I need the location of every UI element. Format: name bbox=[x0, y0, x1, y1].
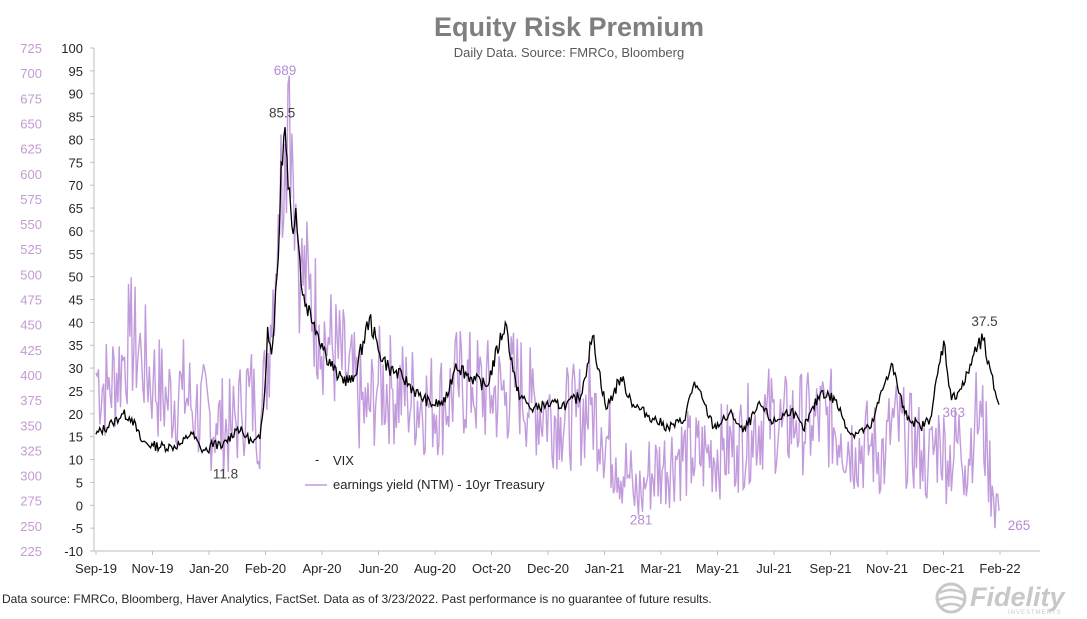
footer-note: Data source: FMRCo, Bloomberg, Haver Ana… bbox=[2, 592, 712, 606]
y-right-tick-label: 100 bbox=[61, 41, 83, 56]
y-right-tick-label: 50 bbox=[69, 270, 83, 285]
y-left-tick-label: 700 bbox=[20, 66, 42, 81]
annotation-label: 265 bbox=[1008, 518, 1031, 533]
annotation-label: 11.8 bbox=[213, 466, 238, 481]
y-right-tick-label: 25 bbox=[69, 384, 83, 399]
legend-label-vix: VIX bbox=[333, 453, 354, 468]
y-right-tick-label: 10 bbox=[69, 453, 83, 468]
y-left-tick-label: 275 bbox=[20, 494, 42, 509]
chart: Equity Risk Premium Daily Data. Source: … bbox=[20, 12, 1040, 576]
x-tick-label: Jan-20 bbox=[189, 561, 229, 576]
annotation-label: 37.5 bbox=[971, 314, 997, 329]
y-right-tick-label: 90 bbox=[69, 87, 83, 102]
annotation-label: 689 bbox=[274, 63, 297, 78]
y-left-tick-label: 600 bbox=[20, 167, 42, 182]
y-left-tick-label: 550 bbox=[20, 217, 42, 232]
x-tick-label: Oct-20 bbox=[472, 561, 511, 576]
y-right-tick-label: 15 bbox=[69, 430, 83, 445]
x-tick-label: Jan-21 bbox=[585, 561, 625, 576]
y-right-tick-label: 5 bbox=[76, 475, 83, 490]
y-left-tick-label: 475 bbox=[20, 293, 42, 308]
y-right-tick-label: -5 bbox=[71, 521, 83, 536]
y-right-tick-label: 55 bbox=[69, 247, 83, 262]
x-tick-label: Sep-19 bbox=[75, 561, 117, 576]
y-left-tick-label: 300 bbox=[20, 469, 42, 484]
svg-text:INVESTMENTS: INVESTMENTS bbox=[1008, 610, 1062, 615]
annotations: 689 85.5 11.8 281 37.5 363 265 bbox=[213, 63, 1030, 533]
y-left-tick-label: 350 bbox=[20, 418, 42, 433]
series-layer bbox=[95, 75, 1000, 529]
y-left-tick-label: 425 bbox=[20, 343, 42, 358]
y-right-tick-label: 85 bbox=[69, 110, 83, 125]
y-right-tick-label: 0 bbox=[76, 498, 83, 513]
y-right-tick-label: 40 bbox=[69, 315, 83, 330]
x-tick-label: Aug-20 bbox=[414, 561, 456, 576]
fidelity-logo: Fidelity INVESTMENTS bbox=[935, 582, 1066, 615]
chart-subtitle: Daily Data. Source: FMRCo, Bloomberg bbox=[454, 45, 684, 60]
svg-text:Fidelity: Fidelity bbox=[970, 582, 1066, 612]
y-left-tick-label: 225 bbox=[20, 544, 42, 559]
y-left-tick-label: 400 bbox=[20, 368, 42, 383]
y-left-tick-label: 525 bbox=[20, 242, 42, 257]
legend-marker-vix: - bbox=[315, 452, 319, 467]
y-left-tick-label: 650 bbox=[20, 116, 42, 131]
y-right-tick-label: 75 bbox=[69, 155, 83, 170]
axes: 7257006756506256005755505255004754504254… bbox=[20, 41, 1040, 576]
fidelity-globe-icon bbox=[935, 582, 967, 614]
x-tick-label: Sep-21 bbox=[810, 561, 852, 576]
y-right-tick-label: 95 bbox=[69, 64, 83, 79]
y-right-tick-label: 80 bbox=[69, 132, 83, 147]
y-left-tick-label: 625 bbox=[20, 142, 42, 157]
x-tick-label: May-21 bbox=[696, 561, 739, 576]
x-tick-label: Feb-20 bbox=[245, 561, 286, 576]
x-tick-label: Nov-21 bbox=[866, 561, 908, 576]
series-vix-line bbox=[95, 127, 1000, 455]
x-tick-label: Nov-19 bbox=[132, 561, 174, 576]
y-left-tick-label: 250 bbox=[20, 519, 42, 534]
annotation-label: 363 bbox=[943, 405, 966, 420]
chart-title: Equity Risk Premium bbox=[434, 12, 704, 42]
x-tick-label: Apr-20 bbox=[302, 561, 341, 576]
y-right-tick-label: 65 bbox=[69, 201, 83, 216]
x-tick-label: Dec-20 bbox=[527, 561, 569, 576]
y-left-tick-label: 450 bbox=[20, 318, 42, 333]
annotation-label: 281 bbox=[630, 513, 653, 528]
x-tick-label: Jul-21 bbox=[756, 561, 791, 576]
y-left-tick-label: 500 bbox=[20, 267, 42, 282]
y-right-tick-label: 45 bbox=[69, 293, 83, 308]
legend-label-ey: earnings yield (NTM) - 10yr Treasury bbox=[333, 477, 545, 492]
x-tick-label: Feb-22 bbox=[979, 561, 1020, 576]
y-left-tick-label: 725 bbox=[20, 41, 42, 56]
y-right-tick-label: 30 bbox=[69, 361, 83, 376]
y-left-tick-label: 375 bbox=[20, 393, 42, 408]
x-tick-label: Mar-21 bbox=[640, 561, 681, 576]
legend: - VIX earnings yield (NTM) - 10yr Treasu… bbox=[305, 452, 545, 492]
y-right-tick-label: -10 bbox=[64, 544, 83, 559]
annotation-label: 85.5 bbox=[269, 105, 295, 120]
y-right-tick-label: 35 bbox=[69, 338, 83, 353]
y-left-tick-label: 575 bbox=[20, 192, 42, 207]
y-right-tick-label: 20 bbox=[69, 407, 83, 422]
y-left-tick-label: 325 bbox=[20, 443, 42, 458]
y-left-tick-label: 675 bbox=[20, 91, 42, 106]
y-right-tick-label: 60 bbox=[69, 224, 83, 239]
y-right-tick-label: 70 bbox=[69, 178, 83, 193]
x-tick-label: Dec-21 bbox=[923, 561, 965, 576]
series-earnings-yield-line bbox=[95, 75, 1000, 529]
x-tick-label: Jun-20 bbox=[359, 561, 399, 576]
